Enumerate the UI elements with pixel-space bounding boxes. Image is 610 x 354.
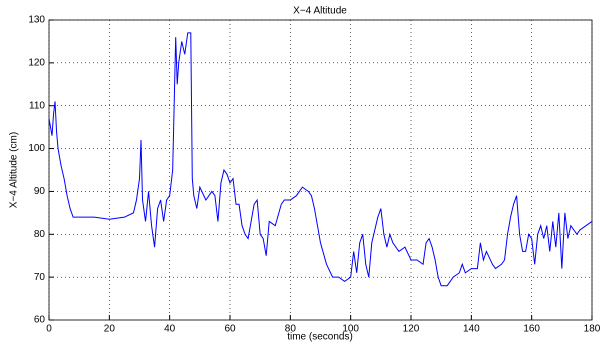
x-tick-label: 0	[46, 324, 52, 335]
data-line	[48, 32, 593, 287]
y-axis-label: X−4 Altitude (cm)	[9, 132, 20, 208]
x-tick-label: 60	[224, 324, 236, 335]
y-tick-label: 80	[34, 229, 46, 240]
x-tick-label: 160	[523, 324, 540, 335]
chart-title: X−4 Altitude	[293, 6, 347, 17]
x-tick-label: 20	[104, 324, 116, 335]
x-tick-label: 180	[584, 324, 601, 335]
y-tick-label: 60	[34, 315, 46, 326]
x-tick-label: 140	[463, 324, 480, 335]
y-tick-label: 110	[29, 100, 45, 111]
x-tick-label: 100	[342, 324, 359, 335]
y-tick-label: 100	[28, 143, 45, 154]
y-tick-label: 120	[28, 57, 45, 68]
x-tick-label: 120	[403, 324, 420, 335]
x-tick-label: 80	[285, 324, 297, 335]
y-tick-label: 90	[34, 186, 46, 197]
plot-frame	[48, 19, 593, 321]
x-tick-label: 40	[164, 324, 176, 335]
y-tick-label: 70	[34, 272, 46, 283]
y-tick-label: 130	[28, 15, 45, 26]
x-axis-label: time (seconds)	[287, 332, 353, 343]
